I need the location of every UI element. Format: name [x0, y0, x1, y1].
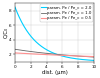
param. Pe / Pe_c = 0.5 [61, 55, 63, 56]
param. Pe / Pe_c = 0.5 [79, 56, 80, 57]
param. Pe / Pe_c = 1.0 [93, 57, 95, 58]
Line: param. Pe / Pe_c = 0.5: param. Pe / Pe_c = 0.5 [15, 53, 94, 57]
param. Pe / Pe_c = 1.0 [79, 56, 80, 57]
param. Pe / Pe_c = 2.0 [52, 52, 53, 53]
param. Pe / Pe_c = 0.5 [14, 52, 16, 53]
X-axis label: dist. (µm): dist. (µm) [42, 69, 67, 74]
param. Pe / Pe_c = 1.0 [14, 49, 16, 50]
param. Pe / Pe_c = 2.0 [79, 59, 80, 60]
param. Pe / Pe_c = 0.5 [93, 56, 95, 57]
Line: param. Pe / Pe_c = 1.0: param. Pe / Pe_c = 1.0 [15, 49, 94, 57]
Legend: param. Pe / Pe_c = 2.0, param. Pe / Pe_c = 1.0, param. Pe / Pe_c = 0.5: param. Pe / Pe_c = 2.0, param. Pe / Pe_c… [40, 4, 93, 22]
param. Pe / Pe_c = 2.0 [57, 54, 58, 55]
param. Pe / Pe_c = 0.5 [52, 54, 54, 55]
param. Pe / Pe_c = 1.0 [57, 54, 58, 55]
Y-axis label: C/C₀: C/C₀ [4, 27, 8, 38]
param. Pe / Pe_c = 2.0 [92, 60, 93, 61]
Line: param. Pe / Pe_c = 2.0: param. Pe / Pe_c = 2.0 [15, 7, 94, 60]
param. Pe / Pe_c = 0.5 [57, 55, 58, 56]
param. Pe / Pe_c = 2.0 [14, 7, 16, 8]
param. Pe / Pe_c = 2.0 [61, 55, 63, 56]
param. Pe / Pe_c = 2.0 [52, 52, 54, 53]
param. Pe / Pe_c = 1.0 [61, 54, 63, 55]
param. Pe / Pe_c = 0.5 [52, 54, 53, 55]
param. Pe / Pe_c = 2.0 [93, 60, 95, 61]
param. Pe / Pe_c = 0.5 [92, 56, 93, 57]
